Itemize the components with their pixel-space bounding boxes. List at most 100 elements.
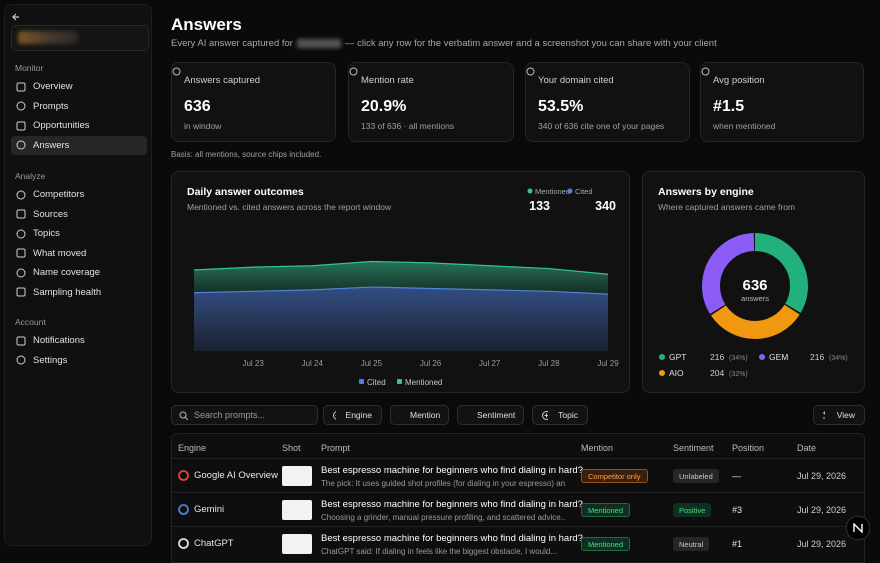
filter-chip[interactable]: Topic xyxy=(532,405,588,425)
nav-item[interactable]: Sampling health xyxy=(11,283,147,302)
icon xyxy=(16,121,26,131)
nav-item[interactable]: What moved xyxy=(11,244,147,263)
filter-label: Sentiment xyxy=(477,410,515,420)
nav-label: Notifications xyxy=(33,335,85,346)
legend-swatch xyxy=(397,379,402,384)
nav-item[interactable]: Topics xyxy=(11,224,147,243)
icon-shape xyxy=(179,505,188,514)
icon-shape xyxy=(17,122,25,130)
legend-label: Cited xyxy=(367,378,386,387)
nav-item[interactable]: Sources xyxy=(11,205,147,224)
kpi-value: #1.5 xyxy=(713,98,744,116)
legend-dot xyxy=(759,354,765,360)
nav-item[interactable]: Opportunities xyxy=(11,116,147,135)
legend-dot xyxy=(659,354,665,360)
column-header[interactable]: Date xyxy=(797,443,816,453)
back-arrow[interactable] xyxy=(11,12,21,22)
icon xyxy=(16,209,26,219)
nav-item[interactable]: Settings xyxy=(11,351,147,370)
mention-chip: Competitor only xyxy=(581,469,648,483)
icon-shape xyxy=(350,68,357,75)
icon xyxy=(16,248,26,258)
icon xyxy=(16,101,26,111)
nav-label: Sampling health xyxy=(33,287,101,298)
view-icon xyxy=(823,411,825,420)
nav-label: What moved xyxy=(33,248,86,259)
sentiment-chip: Unlabeled xyxy=(673,469,719,483)
kpi-sub: 133 of 636 · all mentions xyxy=(361,121,454,131)
icon-shape xyxy=(17,230,25,238)
engine-icon xyxy=(178,504,189,515)
prompt: Best espresso machine for beginners who … xyxy=(321,465,583,476)
icon xyxy=(16,190,26,200)
legend-percent: (32%) xyxy=(729,371,748,378)
column-header[interactable]: Position xyxy=(732,443,764,453)
kpi-value: 53.5% xyxy=(538,98,583,116)
nav-item[interactable]: Overview xyxy=(11,77,147,96)
nav-label: Settings xyxy=(33,355,67,366)
icon xyxy=(16,229,26,239)
kpi-icon xyxy=(172,67,181,76)
plus-icon xyxy=(333,411,336,420)
nav-label: Answers xyxy=(33,140,69,151)
kpi-icon xyxy=(701,67,710,76)
kpi-label: Avg position xyxy=(713,75,765,86)
nav-label: Overview xyxy=(33,81,73,92)
filter-chip[interactable]: Engine xyxy=(323,405,382,425)
nav-label: Prompts xyxy=(33,101,68,112)
view-button[interactable]: View xyxy=(813,405,865,425)
kpi-value: 20.9% xyxy=(361,98,406,116)
nav-item[interactable]: Answers xyxy=(11,136,147,155)
workspace-switcher[interactable] xyxy=(11,25,149,51)
kpi-icon xyxy=(526,67,535,76)
kpi-label: Answers captured xyxy=(184,75,260,86)
kpi-value: 636 xyxy=(184,98,211,116)
nav-item[interactable]: Name coverage xyxy=(11,263,147,282)
column-header: Prompt xyxy=(321,443,350,453)
section-label: Analyze xyxy=(15,171,45,181)
legend-dot xyxy=(659,370,665,376)
filter-chip[interactable]: Sentiment xyxy=(457,405,524,425)
filter-chip[interactable]: Mention xyxy=(390,405,449,425)
icon-shape xyxy=(17,249,25,257)
icon-shape xyxy=(17,356,25,364)
nav-item[interactable]: Competitors xyxy=(11,185,147,204)
sentiment-chip: Positive xyxy=(673,503,711,517)
prompt: Best espresso machine for beginners who … xyxy=(321,533,583,544)
icon-shape xyxy=(545,413,549,417)
engine-icon xyxy=(178,470,189,481)
x-tick-label: Jul 26 xyxy=(420,359,442,368)
assistant-button[interactable] xyxy=(846,516,870,540)
date: Jul 29, 2026 xyxy=(797,471,846,481)
icon-shape xyxy=(173,68,180,75)
icon xyxy=(16,82,26,92)
icon-shape xyxy=(17,210,25,218)
kpi-label: Your domain cited xyxy=(538,75,614,86)
engine-icon xyxy=(178,538,189,549)
x-tick-label: Jul 24 xyxy=(302,359,324,368)
prompt: Best espresso machine for beginners who … xyxy=(321,499,583,510)
chart-subtitle: Mentioned vs. cited answers across the r… xyxy=(187,202,392,212)
legend-total: 340 xyxy=(595,199,616,213)
nav-item[interactable]: Notifications xyxy=(11,331,147,350)
nav-label: Sources xyxy=(33,209,68,220)
icon-shape xyxy=(334,411,336,419)
search-box[interactable]: Search prompts... xyxy=(171,405,318,425)
mention-chip: Mentioned xyxy=(581,503,630,517)
column-header: Sentiment xyxy=(673,443,714,453)
icon-shape xyxy=(17,141,25,149)
sentiment-chip: Neutral xyxy=(673,537,709,551)
nav-item[interactable]: Prompts xyxy=(11,97,147,116)
icon xyxy=(16,336,26,346)
area xyxy=(194,287,608,351)
center-label: answers xyxy=(741,294,769,303)
search-icon xyxy=(179,411,188,420)
position: — xyxy=(732,471,741,481)
column-header: Shot xyxy=(282,443,301,453)
